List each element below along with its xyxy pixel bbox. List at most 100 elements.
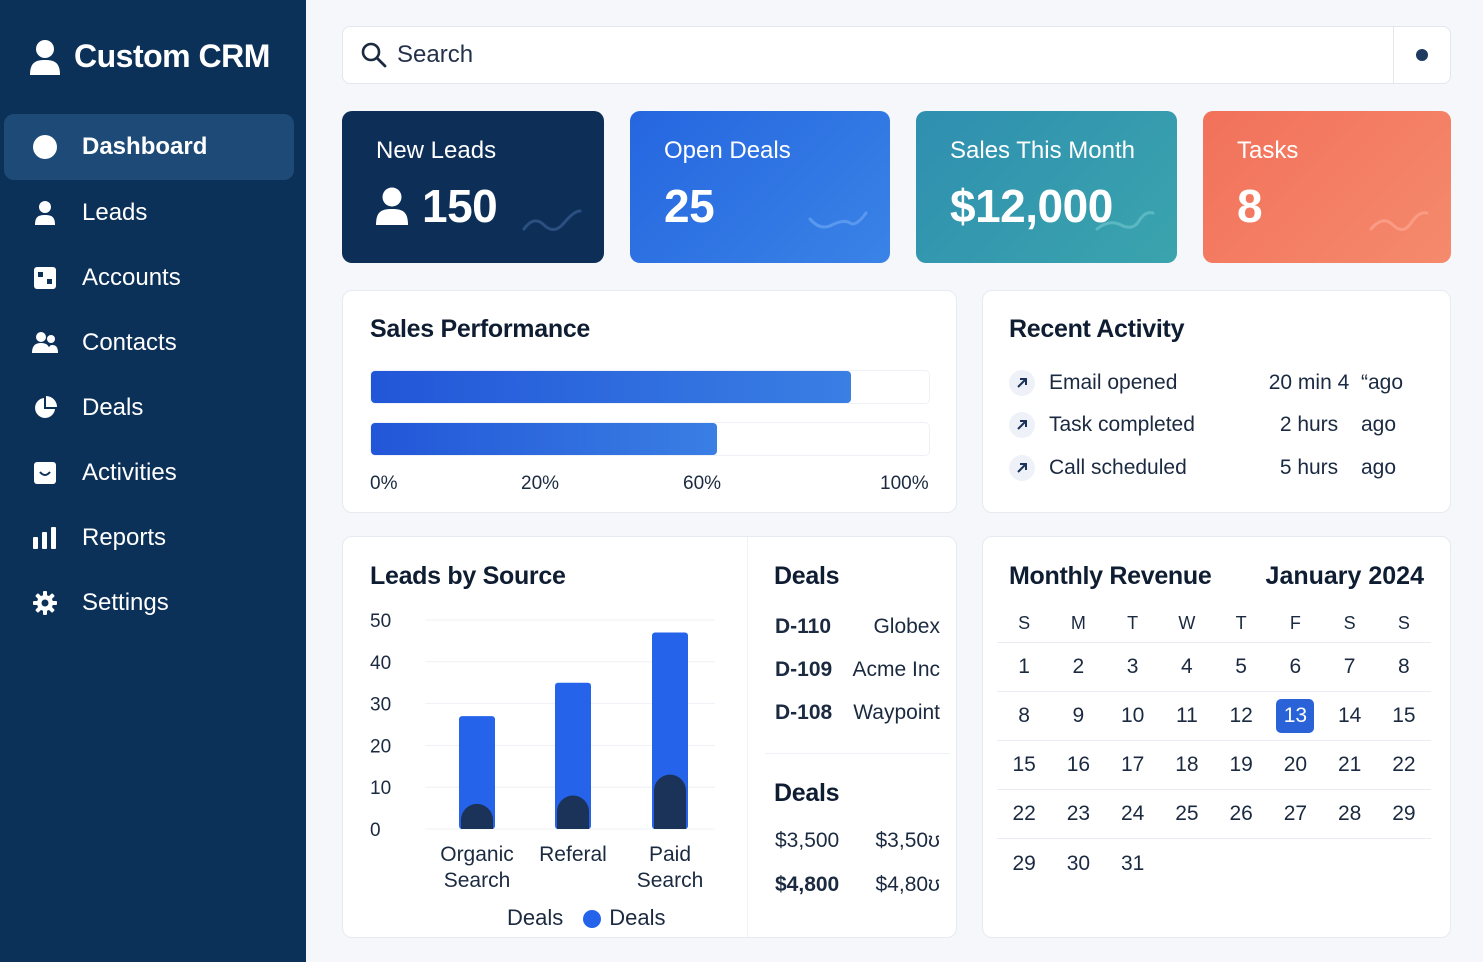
kpi-value: 25	[664, 180, 715, 232]
calendar-day[interactable]: 21	[1337, 753, 1362, 776]
building-icon	[32, 265, 58, 291]
panel-title: Sales Performance	[370, 315, 591, 343]
calendar-day[interactable]: 31	[1120, 851, 1145, 875]
calendar-day[interactable]: 5	[1235, 655, 1247, 678]
axis-label: 0%	[370, 473, 398, 494]
calendar-day	[1268, 839, 1322, 888]
calendar-day[interactable]: 24	[1120, 802, 1145, 825]
gear-icon	[32, 590, 58, 616]
calendar-day	[1160, 839, 1214, 888]
deal-id: D-110	[775, 615, 832, 638]
activity-item[interactable]: Call scheduled 5 hurs ago	[1009, 453, 1429, 483]
y-tick-label: 40	[370, 653, 391, 674]
sidebar-item-accounts[interactable]: Accounts	[4, 245, 294, 310]
calendar-day[interactable]: 4	[1181, 655, 1193, 678]
sidebar-item-activities[interactable]: Activities	[4, 440, 294, 505]
activity-item[interactable]: Email opened 20 min 4 “ago	[1009, 368, 1429, 398]
progress-bar-fill	[371, 423, 717, 455]
kpi-card-tasks[interactable]: Tasks 8	[1203, 111, 1451, 263]
deal-row[interactable]: D-108 Waypoint	[775, 701, 940, 725]
calendar-day[interactable]: 22	[1012, 802, 1036, 825]
sidebar-item-label: Reports	[82, 523, 167, 551]
calendar-weekday: F	[1289, 613, 1301, 633]
calendar-day[interactable]: 8	[1398, 655, 1410, 678]
deal-id: D-108	[775, 701, 833, 724]
calendar-weekday: S	[1397, 613, 1410, 633]
calendar-weekday: T	[1127, 613, 1139, 633]
sidebar-item-deals[interactable]: Deals	[4, 375, 294, 440]
activity-ago: “ago	[1361, 371, 1404, 394]
calendar-day[interactable]: 28	[1337, 802, 1362, 825]
calendar-weekday: S	[1343, 613, 1356, 633]
activity-label: Call scheduled	[1049, 456, 1187, 479]
kpi-card-open-deals[interactable]: Open Deals 25	[630, 111, 890, 263]
bar-overlay	[461, 803, 493, 829]
calendar-day[interactable]: 29	[1012, 851, 1036, 875]
sidebar-nav: Dashboard Leads Accounts Contacts Deals …	[4, 114, 294, 635]
arrow-up-right-icon	[1009, 455, 1035, 481]
calendar-day[interactable]: 27	[1283, 802, 1308, 825]
kpi-value: 8	[1237, 180, 1263, 232]
calendar-day[interactable]: 15	[1012, 753, 1036, 776]
calendar-day[interactable]: 29	[1392, 802, 1416, 825]
inbox-icon	[32, 460, 58, 486]
calendar-day[interactable]: 26	[1229, 802, 1253, 825]
chart-title: Leads by Source	[370, 562, 566, 590]
calendar-day[interactable]: 9	[1072, 704, 1085, 727]
deal-row[interactable]: D-109 Acme Inc	[775, 658, 940, 682]
calendar-week: 22 23 24 25 26 27 28 29	[997, 790, 1431, 839]
calendar-day[interactable]: 8	[1018, 704, 1030, 727]
deals-title: Deals	[774, 562, 840, 590]
calendar-day[interactable]: 14	[1337, 704, 1362, 727]
calendar-day[interactable]: 25	[1175, 802, 1199, 825]
kpi-label: Open Deals	[664, 137, 791, 164]
calendar-day[interactable]: 16	[1066, 753, 1091, 776]
calendar-day[interactable]: 17	[1120, 753, 1145, 776]
calendar-day[interactable]: 11	[1175, 704, 1198, 727]
legend-item: Deals	[583, 905, 666, 931]
calendar-weekday: T	[1235, 613, 1247, 633]
calendar-day[interactable]: 7	[1343, 655, 1356, 678]
activity-item[interactable]: Task completed 2 hurs ago	[1009, 410, 1429, 440]
sidebar-item-contacts[interactable]: Contacts	[4, 310, 294, 375]
pie-chart-icon	[32, 395, 58, 421]
deal-amount: $3,500	[775, 829, 840, 852]
x-tick-label: Paid	[649, 843, 691, 866]
calendar-week: 15 16 17 18 19 20 21 22	[997, 741, 1431, 790]
sidebar-item-dashboard[interactable]: Dashboard	[4, 114, 294, 180]
sidebar-item-reports[interactable]: Reports	[4, 505, 294, 570]
calendar-day[interactable]: 18	[1175, 753, 1199, 776]
kpi-card-sales-this-month[interactable]: Sales This Month $12,000	[916, 111, 1177, 263]
notification-button[interactable]	[1394, 49, 1450, 61]
deal-company: Waypoint	[853, 701, 940, 724]
calendar-weekday: M	[1070, 613, 1086, 633]
calendar-day[interactable]: 12	[1229, 704, 1253, 727]
sidebar-item-leads[interactable]: Leads	[4, 180, 294, 245]
calendar-day[interactable]: 3	[1126, 655, 1139, 678]
calendar-day	[1377, 839, 1431, 888]
calendar-day[interactable]: 22	[1392, 753, 1416, 776]
calendar-day[interactable]: 20	[1283, 753, 1308, 776]
calendar-day-selected[interactable]: 13	[1268, 692, 1322, 740]
arrow-up-right-icon	[1009, 412, 1035, 438]
kpi-value-row: 150	[376, 179, 570, 233]
calendar-day[interactable]: 10	[1120, 704, 1145, 727]
calendar-day[interactable]: 1	[1018, 655, 1030, 678]
bar	[459, 716, 495, 829]
search-icon	[361, 42, 387, 68]
calendar-day[interactable]: 19	[1229, 753, 1253, 776]
search-input[interactable]	[397, 41, 1393, 69]
calendar-month[interactable]: January 2024	[1265, 562, 1424, 590]
calendar-day[interactable]: 30	[1066, 851, 1091, 875]
kpi-label: Sales This Month	[950, 137, 1135, 164]
sidebar-item-settings[interactable]: Settings	[4, 570, 294, 635]
kpi-card-new-leads[interactable]: New Leads 150	[342, 111, 604, 263]
deal-row[interactable]: D-110 Globex	[775, 615, 940, 639]
calendar-day[interactable]: 2	[1072, 655, 1085, 678]
calendar-day[interactable]: 15	[1392, 704, 1416, 727]
kpi-value: $12,000	[950, 180, 1113, 232]
deal-amount: $3,50ʊ	[875, 829, 941, 852]
calendar-day[interactable]: 6	[1289, 655, 1302, 678]
leads-by-source-panel: Leads by Source 0 10 20 30 40 50 Organic Search…	[342, 536, 957, 938]
calendar-day[interactable]: 23	[1066, 802, 1091, 825]
